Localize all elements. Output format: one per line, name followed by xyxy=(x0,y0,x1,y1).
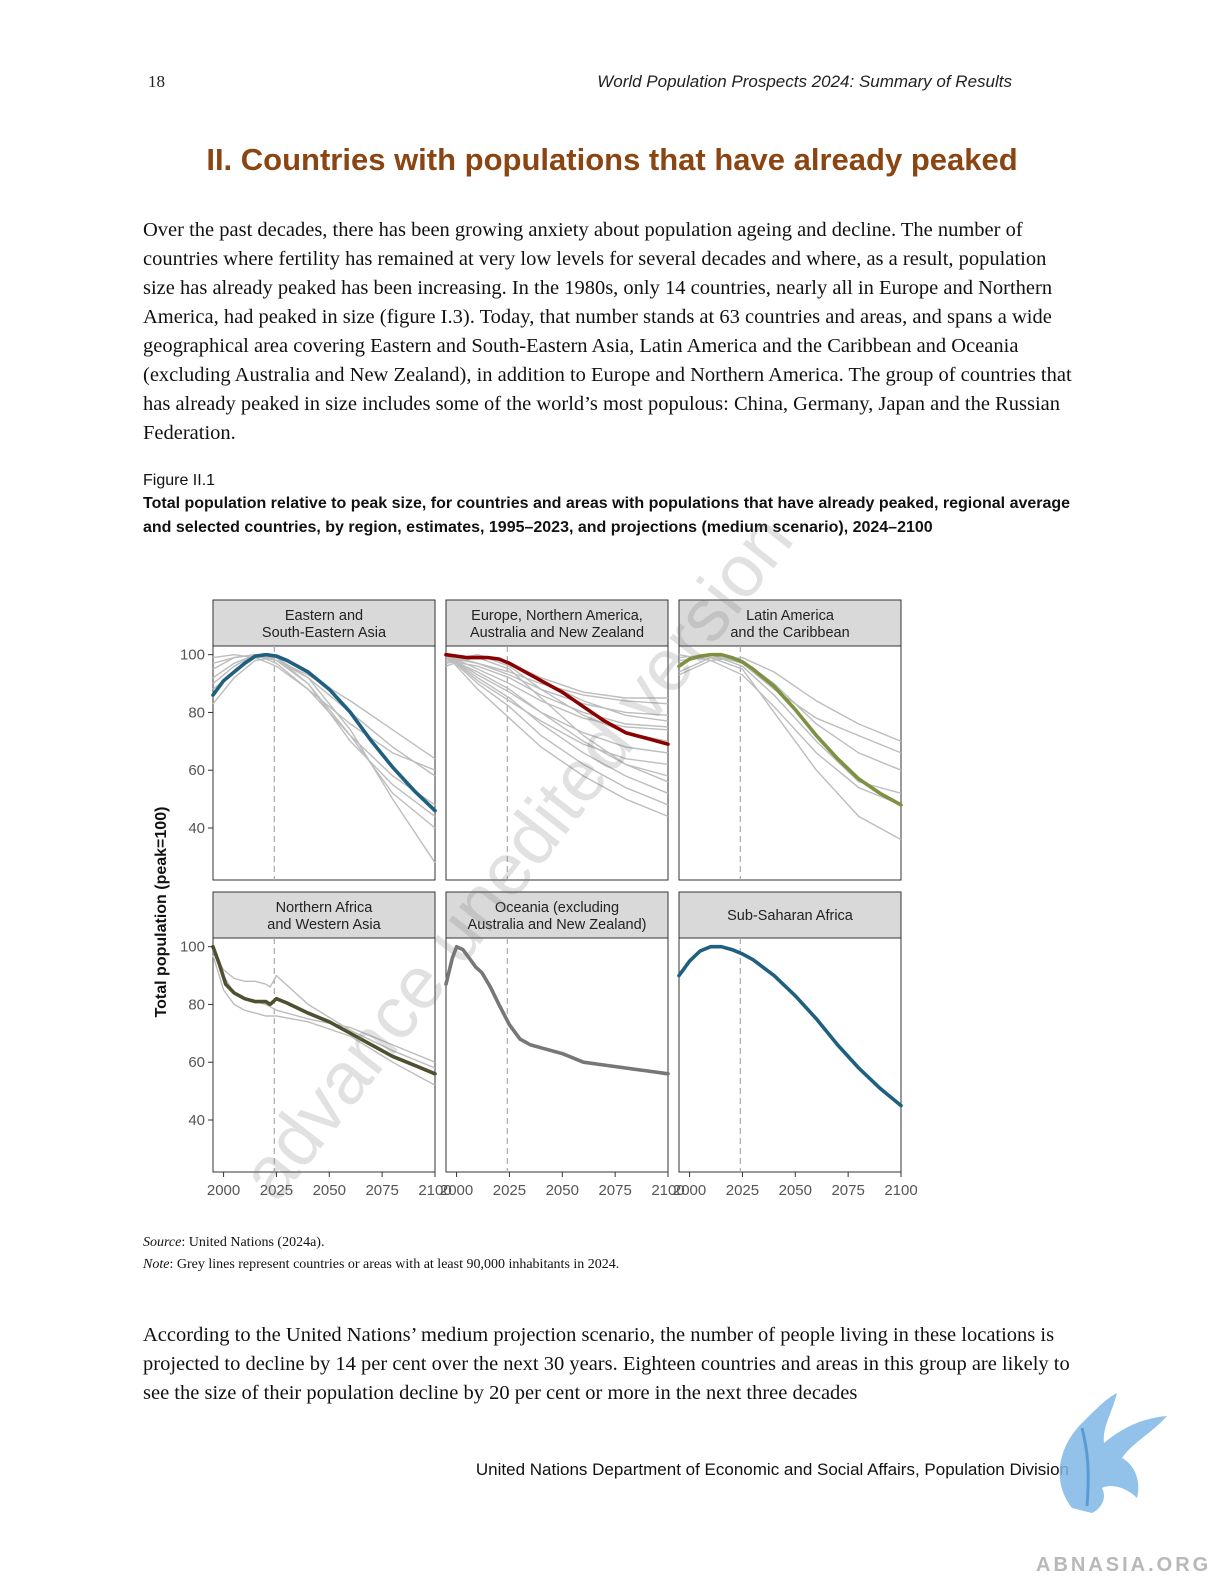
y-tick-label: 60 xyxy=(188,762,205,779)
panel-title: Eastern and xyxy=(285,608,363,624)
x-tick-label: 2075 xyxy=(831,1182,864,1199)
y-tick-label: 40 xyxy=(188,820,205,837)
x-tick-label: 2050 xyxy=(313,1182,346,1199)
x-tick-label: 2100 xyxy=(884,1182,917,1199)
brand-logo-icon xyxy=(1032,1388,1172,1518)
panel-plot-area xyxy=(446,938,668,1172)
figure-title: Total population relative to peak size, … xyxy=(143,492,1083,540)
y-tick-label: 40 xyxy=(188,1112,205,1129)
body-paragraph-1: Over the past decades, there has been gr… xyxy=(143,216,1073,448)
brand-text: ABNASIA.ORG xyxy=(1036,1554,1211,1577)
y-axis-title: Total population (peak=100) xyxy=(153,807,170,1018)
page-footer: United Nations Department of Economic an… xyxy=(476,1460,1069,1480)
panel-plot-area xyxy=(679,938,901,1172)
panel-title: Northern Africa xyxy=(276,900,374,916)
y-tick-label: 60 xyxy=(188,1054,205,1071)
panel-title: Latin America xyxy=(746,608,835,624)
figure-note: Note: Grey lines represent countries or … xyxy=(143,1257,619,1273)
y-tick-label: 80 xyxy=(188,704,205,721)
panel-plot-area xyxy=(679,646,901,880)
figure-label: Figure II.1 xyxy=(143,472,215,490)
x-tick-label: 2050 xyxy=(546,1182,579,1199)
panel-title: Oceania (excluding xyxy=(495,900,619,916)
y-tick-label: 100 xyxy=(180,939,205,956)
x-tick-label: 2000 xyxy=(440,1182,473,1199)
faceted-line-chart: Total population (peak=100) Eastern andSo… xyxy=(140,590,930,1210)
running-header: World Population Prospects 2024: Summary… xyxy=(597,72,1012,92)
source-label: Source xyxy=(143,1235,181,1250)
panel-title: Europe, Northern America, xyxy=(471,608,643,624)
page-number: 18 xyxy=(148,72,165,92)
x-tick-label: 2050 xyxy=(779,1182,812,1199)
x-tick-label: 2000 xyxy=(673,1182,706,1199)
x-tick-label: 2025 xyxy=(726,1182,759,1199)
x-tick-label: 2075 xyxy=(365,1182,398,1199)
panel-title: and the Caribbean xyxy=(730,625,849,641)
panel-title: South-Eastern Asia xyxy=(262,625,387,641)
panel-title: Australia and New Zealand) xyxy=(468,917,647,933)
figure-chart: Total population (peak=100) Eastern and So… xyxy=(140,590,930,1210)
note-label: Note xyxy=(143,1257,169,1272)
panel-title: Sub-Saharan Africa xyxy=(727,908,854,924)
x-tick-label: 2025 xyxy=(260,1182,293,1199)
source-text: : United Nations (2024a). xyxy=(181,1235,324,1250)
x-tick-label: 2000 xyxy=(207,1182,240,1199)
y-tick-label: 80 xyxy=(188,996,205,1013)
panel-title: Australia and New Zealand xyxy=(470,625,644,641)
figure-source: Source: United Nations (2024a). xyxy=(143,1235,324,1251)
x-tick-label: 2075 xyxy=(598,1182,631,1199)
body-paragraph-2: According to the United Nations’ medium … xyxy=(143,1321,1073,1408)
y-tick-label: 100 xyxy=(180,647,205,664)
section-title: II. Countries with populations that have… xyxy=(0,142,1224,178)
note-text: : Grey lines represent countries or area… xyxy=(169,1257,619,1272)
x-tick-label: 2025 xyxy=(493,1182,526,1199)
panel-plot-area xyxy=(213,646,435,880)
panel-title: and Western Asia xyxy=(267,917,381,933)
